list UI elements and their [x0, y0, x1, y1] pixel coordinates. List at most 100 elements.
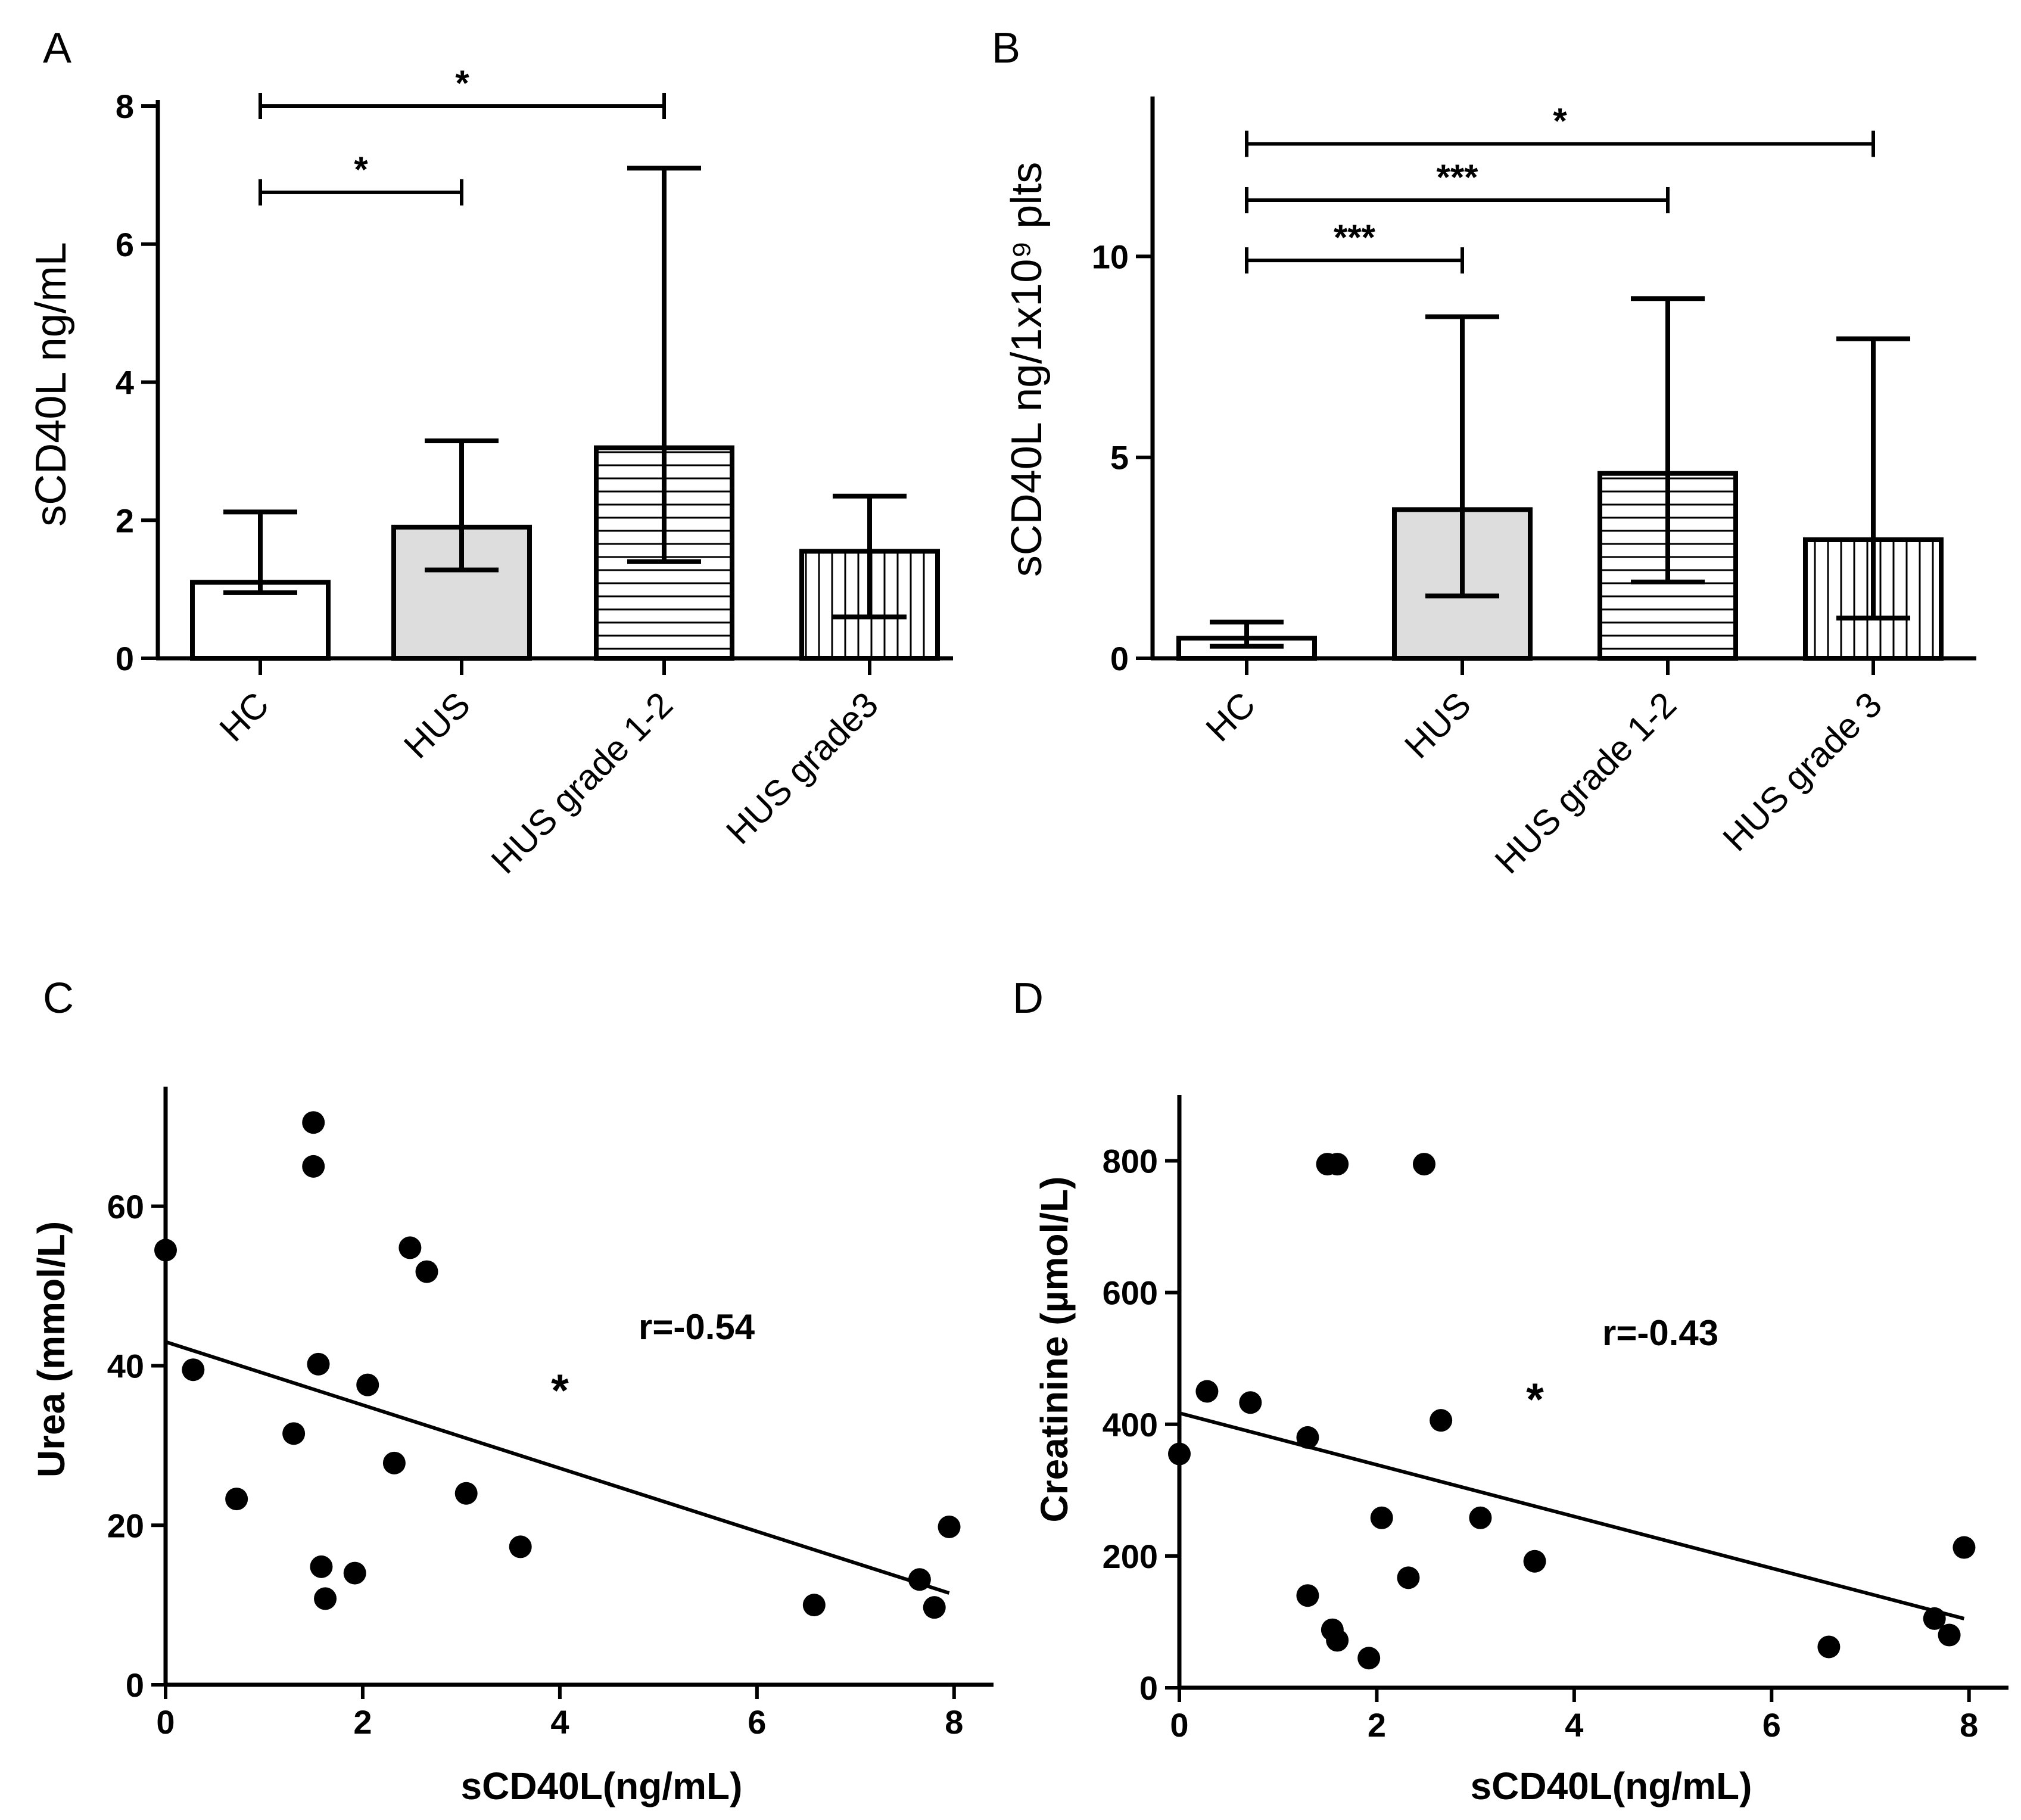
panel-c-data-point — [415, 1260, 438, 1283]
panel-c-data-point — [454, 1482, 478, 1505]
panel-c-significance: * — [551, 1365, 569, 1416]
panel-b-category-label: HUS grade 3 — [1715, 685, 1890, 859]
panel-a-marks: 0 2 4 6 8 HC HUS HUS grade 1-2 HUS grade3 * * — [116, 63, 953, 881]
panel-d-x-tick-label: 8 — [1960, 1706, 1978, 1744]
panel-d-data-point — [1326, 1153, 1349, 1176]
panel-d: D Creatinine (µmol/L) sCD40L(ng/mL) r=-0… — [1013, 975, 2008, 1807]
panel-c-r-annotation: r=-0.54 — [639, 1307, 755, 1347]
panel-d-y-axis-title: Creatinine (µmol/L) — [1033, 1177, 1076, 1523]
panel-d-r-annotation: r=-0.43 — [1602, 1313, 1718, 1353]
panel-c-data-point — [398, 1236, 422, 1259]
panel-c-data-point — [343, 1561, 366, 1585]
panel-a-letter: A — [43, 24, 71, 72]
panel-d-y-tick-label: 400 — [1103, 1406, 1158, 1443]
panel-d-x-tick-label: 0 — [1170, 1706, 1188, 1744]
panel-a-y-tick-label: 2 — [116, 502, 134, 539]
panel-a-y-tick-label: 4 — [116, 364, 134, 402]
panel-c-data-point — [182, 1358, 205, 1382]
panel-a-category-label: HUS grade3 — [718, 685, 886, 852]
panel-d-data-point — [1469, 1506, 1492, 1529]
panel-c-y-tick-label: 0 — [126, 1666, 144, 1704]
panel-d-data-point — [1370, 1506, 1393, 1529]
panel-c-letter: C — [43, 975, 74, 1022]
panel-d-fit-line — [1179, 1411, 1965, 1620]
panel-c-data-point — [938, 1515, 961, 1538]
panel-a-y-axis-title: sCD40L ng/mL — [27, 242, 75, 527]
panel-b-letter: B — [992, 24, 1020, 72]
panel-d-y-tick-label: 600 — [1103, 1274, 1158, 1312]
panel-b-y-tick-label: 0 — [1110, 640, 1129, 677]
panel-d-data-point — [1296, 1426, 1319, 1449]
panel-c-data-point — [509, 1535, 532, 1558]
panel-d-data-point — [1239, 1391, 1262, 1414]
panel-c-marks: 0 20 40 60 0 2 4 6 8 — [107, 1087, 994, 1741]
panel-d-data-point — [1168, 1442, 1191, 1466]
panel-a-sig-label: * — [354, 150, 368, 189]
panel-c-y-tick-label: 40 — [107, 1348, 144, 1385]
panel-d-data-point — [1397, 1566, 1420, 1589]
panel-d-x-axis-title: sCD40L(ng/mL) — [1471, 1765, 1752, 1807]
panel-c-data-point — [908, 1568, 931, 1591]
panel-b-sig-label: *** — [1334, 217, 1376, 257]
panel-d-marks: 0 200 400 600 800 0 2 4 6 8 — [1103, 1095, 2008, 1744]
panel-c-data-point — [282, 1422, 306, 1445]
panel-c-data-point — [302, 1155, 325, 1178]
panel-a-sig-label: * — [455, 63, 469, 103]
panel-a-category-label: HUS — [396, 685, 478, 766]
panel-d-data-point — [1412, 1153, 1435, 1176]
panel-d-data-point — [1938, 1623, 1961, 1647]
panel-d-data-point — [1296, 1584, 1319, 1607]
panel-b-y-tick-label: 5 — [1110, 439, 1129, 477]
panel-c-fit-line — [165, 1340, 950, 1595]
panel-d-x-tick-label: 4 — [1565, 1706, 1583, 1744]
panel-b-category-label: HC — [1198, 685, 1263, 749]
panel-c-y-tick-label: 20 — [107, 1507, 144, 1544]
panel-c-data-point — [382, 1451, 406, 1474]
panel-b-category-label: HUS grade 1-2 — [1487, 685, 1684, 881]
panel-d-letter: D — [1013, 975, 1044, 1022]
panel-d-data-point — [1923, 1607, 1946, 1630]
panel-d-data-point — [1326, 1629, 1349, 1652]
panel-c-data-point — [307, 1352, 330, 1376]
panel-d-y-tick-label: 800 — [1103, 1143, 1158, 1180]
panel-d-y-tick-label: 200 — [1103, 1538, 1158, 1575]
panel-c-data-point — [802, 1594, 826, 1617]
panel-c-y-axis-title: Urea (mmol/L) — [30, 1221, 73, 1477]
panel-b-sig-label: *** — [1436, 157, 1478, 197]
panel-c-data-point — [923, 1596, 946, 1619]
panel-d-data-point — [1430, 1409, 1453, 1432]
panel-c-data-point — [314, 1587, 337, 1610]
panel-c-data-point — [225, 1488, 248, 1511]
panel-b-y-axis-title: sCD40L ng/1x10⁹ plts — [1003, 162, 1051, 577]
panel-a: A sCD40L ng/mL 0 2 4 6 8 HC HUS HUS grade 1-2 HU… — [27, 24, 953, 881]
panel-c-x-axis-title: sCD40L(ng/mL) — [461, 1765, 743, 1807]
panel-c-data-point — [302, 1111, 325, 1134]
panel-d-significance: * — [1526, 1374, 1544, 1425]
panel-c: C Urea (mmol/L) sCD40L(ng/mL) r=-0.54 * … — [30, 975, 994, 1807]
panel-d-y-tick-label: 0 — [1139, 1669, 1158, 1707]
panel-d-data-point — [1953, 1536, 1976, 1559]
panel-b-category-label: HUS — [1397, 685, 1478, 766]
panel-a-category-label: HUS grade 1-2 — [484, 685, 680, 881]
panel-c-data-point — [310, 1555, 333, 1578]
panel-d-x-tick-label: 6 — [1762, 1706, 1781, 1744]
panel-c-x-tick-label: 8 — [945, 1703, 963, 1741]
panel-a-y-tick-label: 0 — [116, 640, 134, 677]
panel-a-category-label: HC — [212, 685, 277, 749]
panel-c-x-tick-label: 4 — [550, 1703, 569, 1741]
panel-c-data-point — [154, 1239, 177, 1262]
panel-d-data-point — [1817, 1635, 1841, 1659]
panel-d-x-tick-label: 2 — [1368, 1706, 1386, 1744]
panel-c-x-tick-label: 6 — [748, 1703, 766, 1741]
panel-b-y-tick-label: 10 — [1092, 238, 1129, 275]
panel-c-x-tick-label: 0 — [156, 1703, 175, 1741]
panel-d-data-point — [1195, 1380, 1219, 1403]
panel-c-data-point — [356, 1373, 379, 1396]
panel-a-y-tick-label: 8 — [116, 88, 134, 125]
panel-c-y-tick-label: 60 — [107, 1188, 144, 1225]
panel-c-x-tick-label: 2 — [353, 1703, 372, 1741]
panel-d-data-point — [1357, 1647, 1381, 1670]
